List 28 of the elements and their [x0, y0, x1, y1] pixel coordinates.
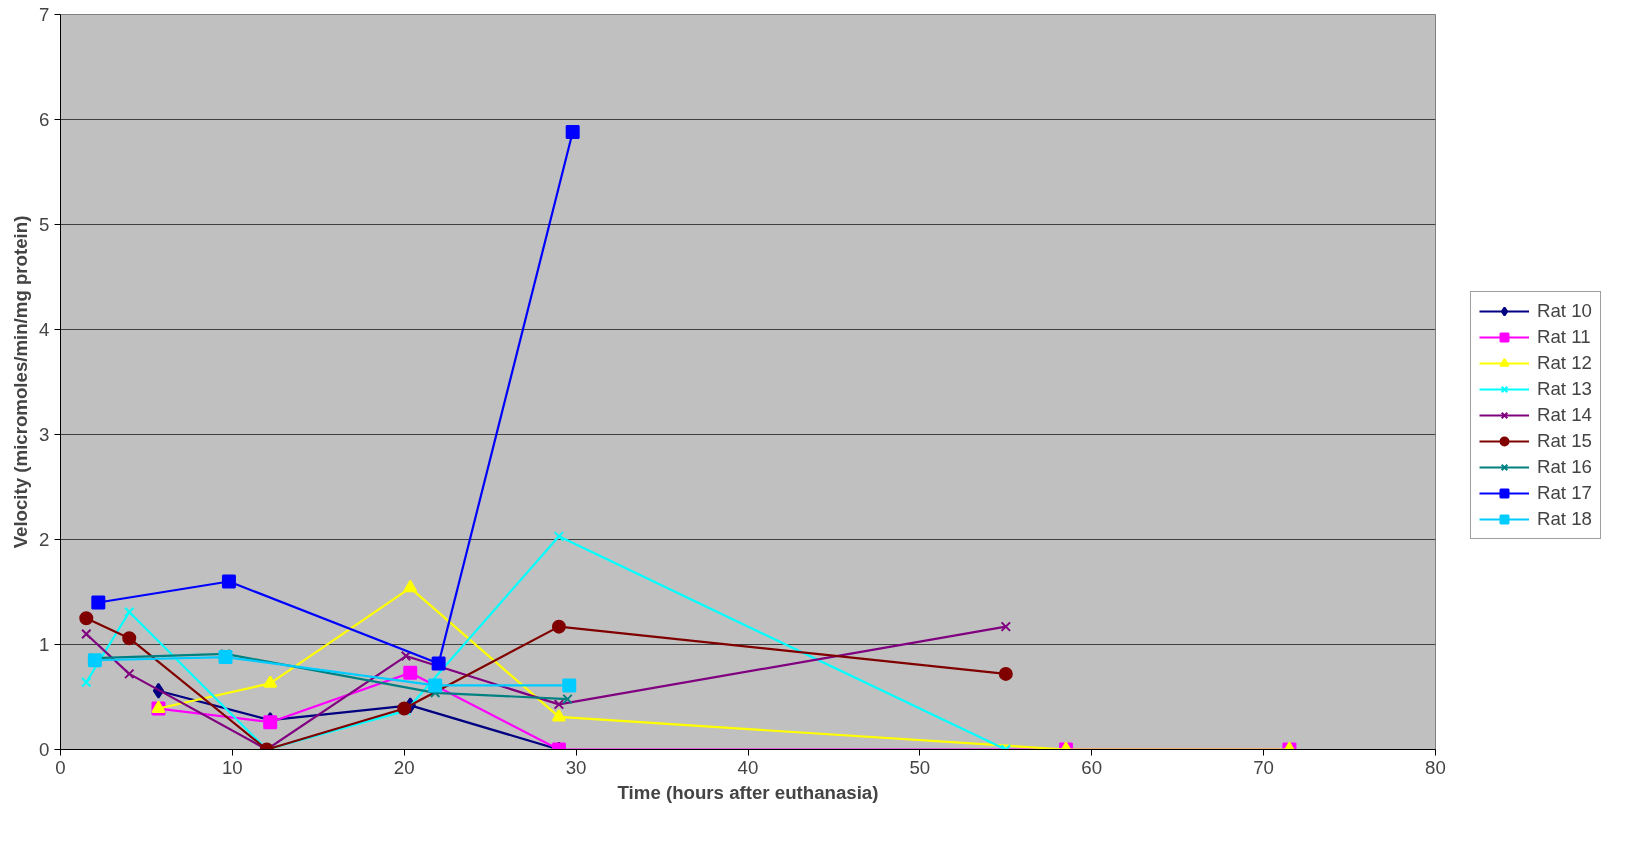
- y-tick-label: 1: [39, 634, 50, 655]
- legend-label: Rat 15: [1537, 430, 1592, 452]
- x-tick-label: 80: [1425, 756, 1446, 778]
- x-tick-label: 30: [565, 756, 587, 778]
- x-tick-label: 10: [222, 756, 243, 778]
- legend-label: Rat 10: [1537, 300, 1592, 322]
- y-tick-label: 2: [39, 529, 50, 550]
- x-tick-label: 20: [393, 756, 415, 778]
- legend-label: Rat 14: [1537, 404, 1592, 426]
- legend-label: Rat 17: [1537, 482, 1592, 504]
- y-tick-label: 5: [39, 214, 50, 235]
- legend-label: Rat 13: [1537, 378, 1592, 400]
- x-tick-label: 0: [55, 756, 66, 778]
- y-tick-label: 7: [39, 4, 50, 25]
- y-tick-label: 6: [39, 109, 50, 130]
- x-tick-label: 70: [1253, 756, 1275, 778]
- x-tick-label: 40: [737, 756, 759, 778]
- y-tick-label: 3: [39, 424, 50, 445]
- legend-label: Rat 11: [1537, 326, 1591, 348]
- legend-label: Rat 12: [1537, 352, 1592, 374]
- x-tick-label: 50: [909, 756, 931, 778]
- y-axis-title: Velocity (micromoles/min/mg protein): [10, 215, 32, 549]
- y-tick-label: 4: [39, 319, 50, 340]
- legend-label: Rat 18: [1537, 508, 1592, 530]
- x-tick-label: 60: [1081, 756, 1103, 778]
- legend-label: Rat 16: [1537, 456, 1592, 478]
- y-tick-label: 0: [39, 739, 50, 760]
- x-axis-title: Time (hours after euthanasia): [617, 781, 879, 803]
